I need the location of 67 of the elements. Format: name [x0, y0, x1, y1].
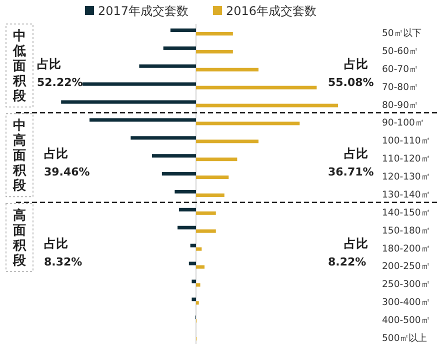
text: 占比 [344, 236, 368, 250]
bar [170, 28, 196, 32]
text: 中低面积段 [12, 29, 27, 104]
bar [196, 50, 233, 54]
text: 高面积段 [12, 207, 27, 268]
bar [188, 262, 196, 266]
bar [192, 298, 196, 302]
y-tick-label: 500㎡以上 [382, 333, 427, 344]
annotation: 52.22% [37, 76, 83, 89]
bar [192, 280, 196, 284]
bar [178, 226, 196, 230]
bar [178, 208, 196, 212]
text: 占比 [37, 56, 61, 71]
y-tick-label: 60-70㎡ [382, 64, 418, 75]
annotation: 8.32% [44, 255, 82, 268]
y-tick-label: 150-180㎡ [382, 225, 430, 236]
bar [196, 229, 216, 233]
annotation: 8.22% [328, 255, 366, 268]
text: 中高面积段 [12, 118, 27, 194]
bar [196, 176, 229, 180]
bar [196, 104, 338, 108]
y-tick-label: 130-140㎡ [382, 189, 430, 200]
annotation: 39.46% [44, 166, 90, 179]
y-tick-label: 180-200㎡ [382, 243, 430, 254]
bar [196, 86, 317, 90]
y-tick-label: 70-80㎡ [382, 82, 418, 93]
bar [163, 46, 196, 50]
y-tick-label: 80-90㎡ [382, 100, 418, 111]
bar [130, 136, 196, 140]
y-tick-label: 140-150㎡ [382, 207, 430, 218]
legend-label: 2017年成交套数 [98, 4, 189, 18]
bar [190, 244, 196, 248]
text: 占比 [344, 56, 368, 71]
annotation: 55.08% [328, 76, 374, 89]
y-tick-label: 200-250㎡ [382, 261, 430, 272]
y-tick-label: 50㎡以下 [382, 28, 421, 39]
y-tick-label: 250-300㎡ [382, 279, 430, 290]
y-tick-label: 110-120㎡ [382, 154, 430, 165]
bar [196, 158, 238, 162]
annotation: 36.71% [328, 166, 374, 179]
legend-label: 2016年成交套数 [226, 4, 317, 18]
y-tick-label: 300-400㎡ [382, 297, 430, 308]
bar [196, 211, 216, 215]
bar [196, 283, 200, 287]
bar [196, 140, 258, 144]
y-tick-label: 400-500㎡ [382, 315, 430, 326]
bar [152, 154, 196, 158]
bar [174, 190, 196, 194]
y-tick-label: 120-130㎡ [382, 172, 430, 183]
y-tick-label: 100-110㎡ [382, 136, 430, 147]
bar [162, 172, 196, 176]
bar [196, 301, 199, 305]
bar [139, 64, 196, 68]
text: 占比 [344, 146, 368, 161]
annotation: 占比 [44, 146, 68, 161]
y-tick-label: 50-60㎡ [382, 46, 418, 57]
bar [196, 247, 202, 251]
bar [196, 32, 233, 36]
bar [196, 68, 258, 72]
bar [90, 118, 196, 122]
bar [61, 100, 196, 104]
y-tick-label: 90-100㎡ [382, 118, 424, 129]
annotation: 占比 [44, 236, 68, 250]
bar [196, 193, 224, 197]
bar [196, 265, 205, 269]
bar [196, 122, 300, 126]
bar [82, 82, 196, 86]
